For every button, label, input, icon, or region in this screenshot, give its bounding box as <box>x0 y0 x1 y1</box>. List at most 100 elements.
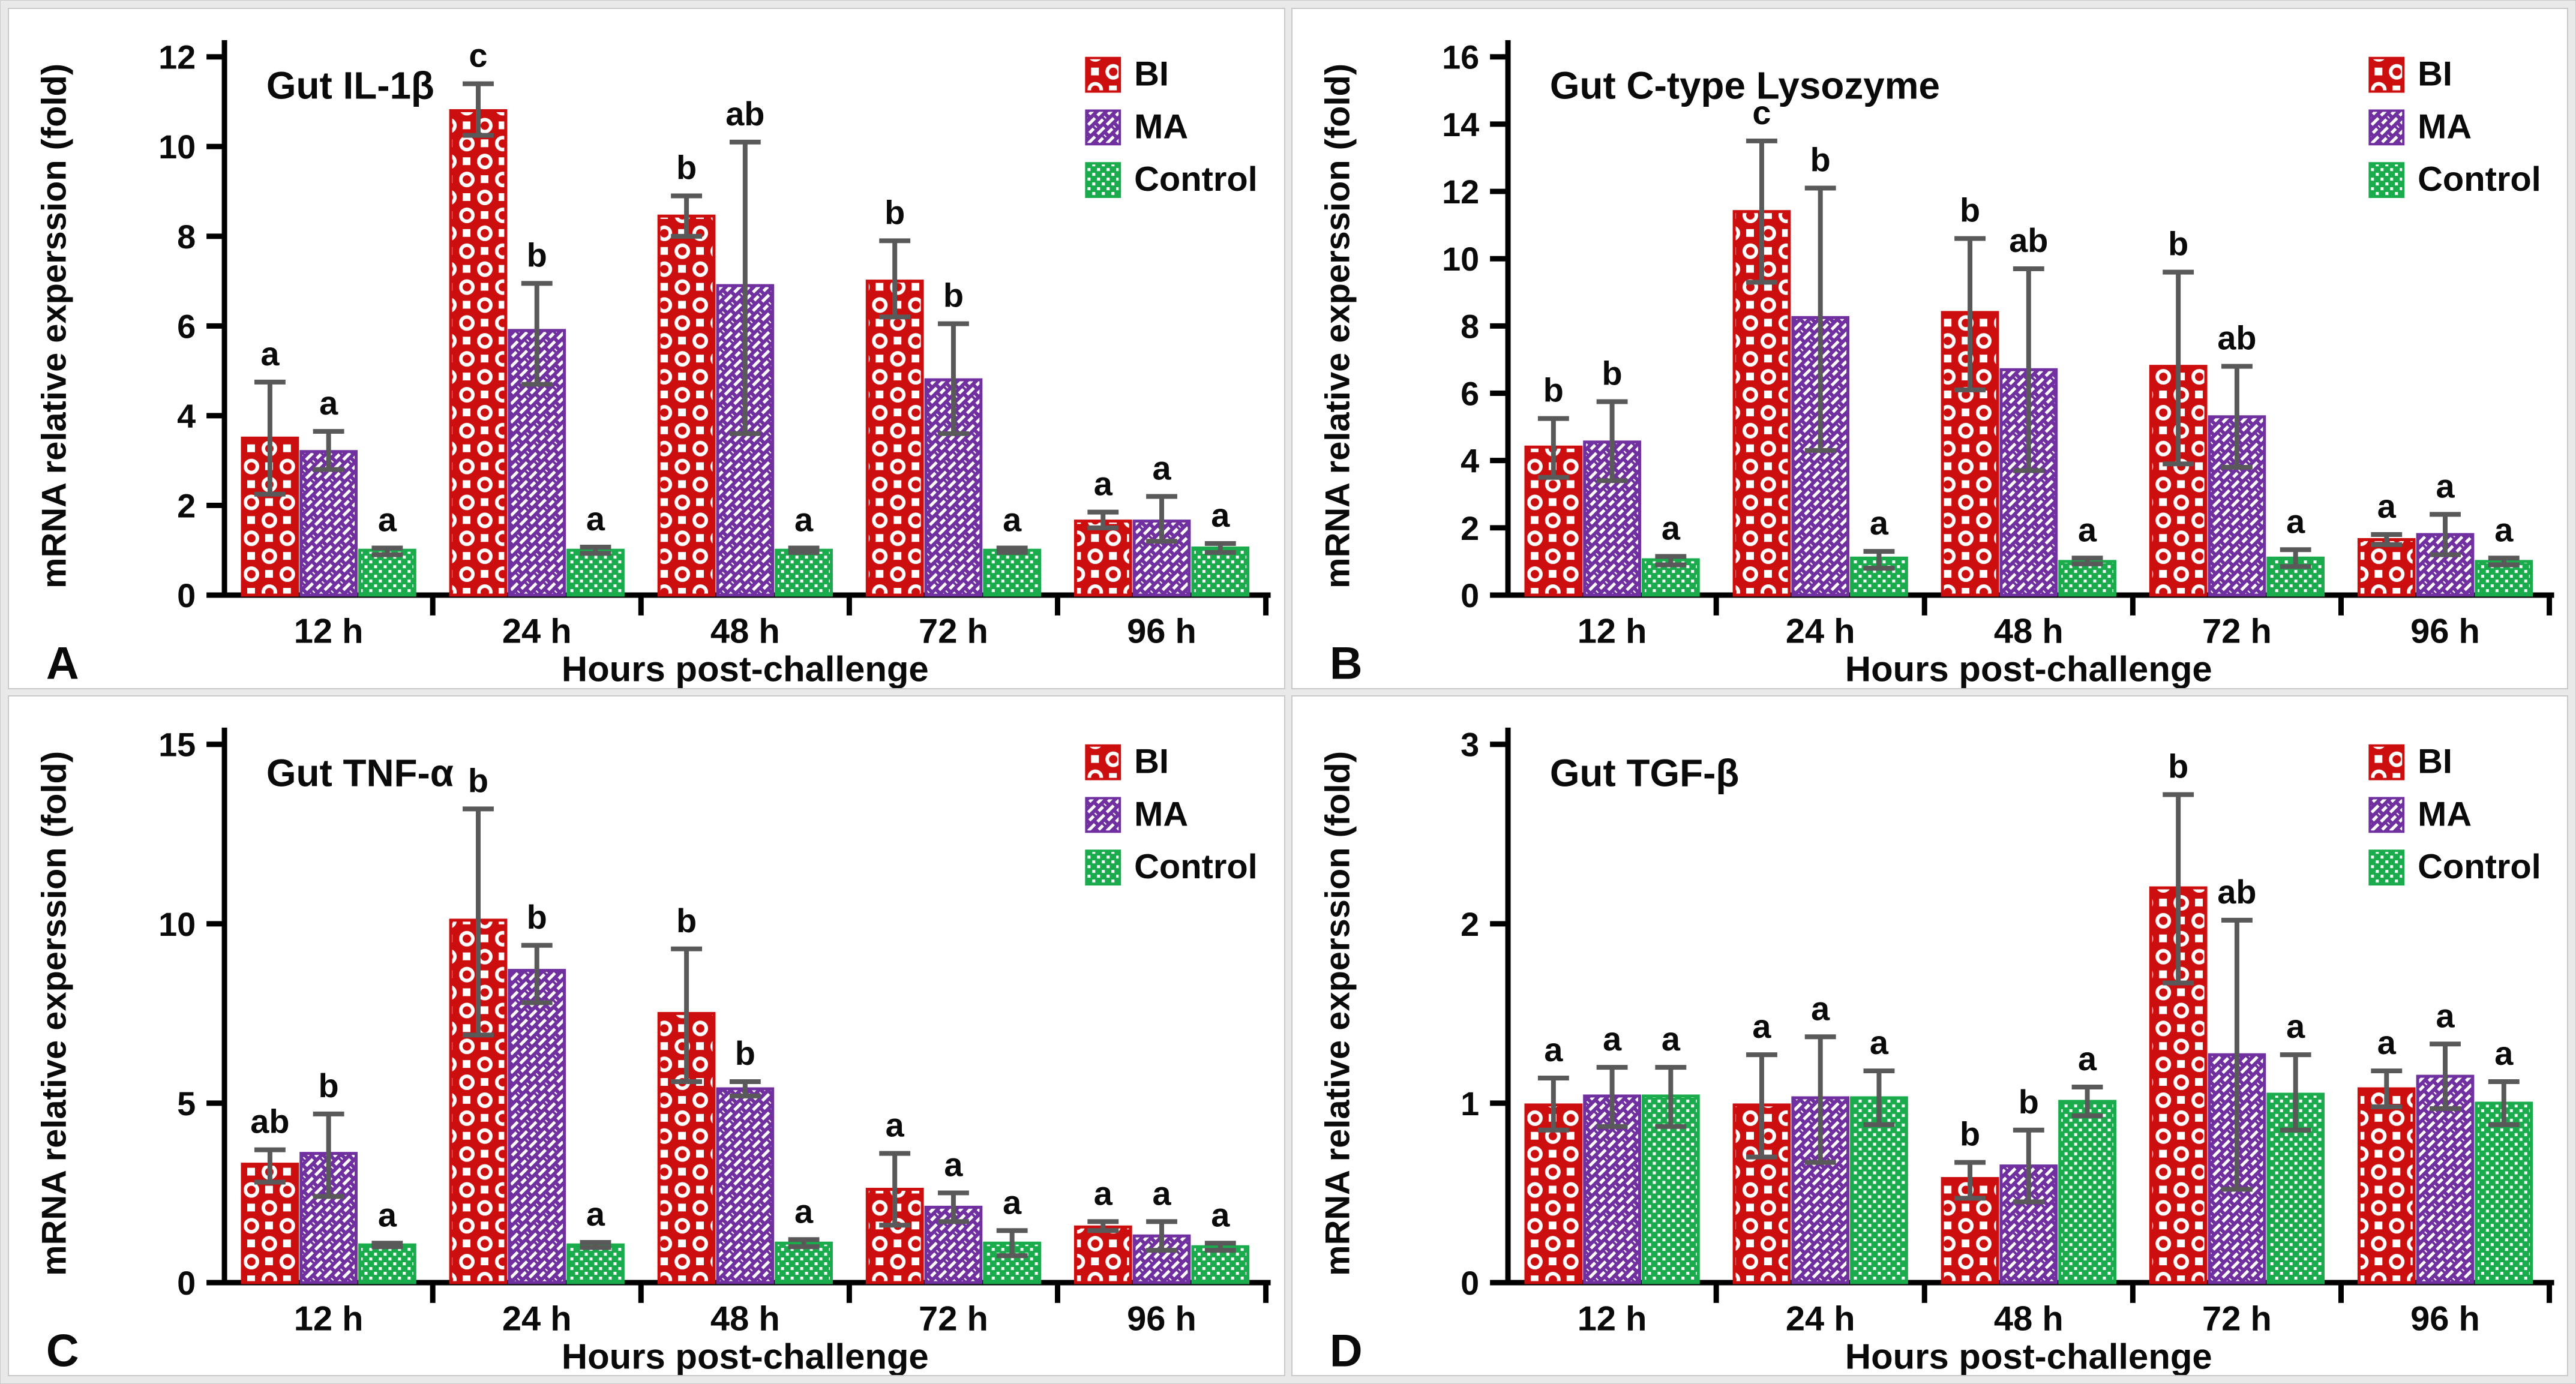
error-bar <box>2280 1052 2311 1133</box>
chart-panel-b: mRNA relative experssion (fold) 0 2 4 6 8 10 12… <box>1318 38 2554 688</box>
y-axis-label: mRNA relative experssion (fold) <box>1318 750 1357 1275</box>
error-bar <box>937 1190 969 1224</box>
sig-letter: b <box>468 761 488 799</box>
sig-letter: b <box>1810 141 1830 179</box>
error-bar <box>254 379 286 497</box>
sig-letter: ab <box>2217 872 2256 910</box>
panel-letter: A <box>46 638 79 688</box>
legend-swatch-ma-icon <box>1085 109 1121 146</box>
error-bar <box>2488 1079 2520 1127</box>
error-bar <box>2071 1084 2103 1118</box>
y-axis-label: mRNA relative experssion (fold) <box>1318 64 1357 589</box>
error-bar <box>1954 1160 1986 1200</box>
legend-label: Control <box>2418 160 2541 199</box>
error-bar <box>1654 1064 1686 1129</box>
bar-BI-24h <box>1732 1103 1791 1284</box>
x-category-label: 48 h <box>1993 613 2063 651</box>
y-tick-label: 12 <box>158 38 196 76</box>
sig-letter: b <box>676 901 697 939</box>
sig-letter: a <box>586 500 605 538</box>
x-category-label: 48 h <box>710 613 780 651</box>
x-category-label: 12 h <box>1577 1299 1647 1338</box>
bar-MA-48h <box>716 1086 775 1284</box>
sig-letter: a <box>1752 1007 1771 1045</box>
y-tick-label: 10 <box>1442 240 1479 278</box>
panel-c: mRNA relative experssion (fold) 0 5 10 15 12 … <box>8 695 1285 1376</box>
legend-swatch-bi-icon <box>1085 56 1121 93</box>
sig-letter: c <box>469 37 487 74</box>
bar-Control-12h <box>358 548 416 597</box>
bar-MA-24h <box>508 968 566 1284</box>
y-tick-label: 0 <box>1461 1263 1479 1301</box>
x-category-label: 96 h <box>2410 1299 2480 1338</box>
error-bar <box>1863 549 1894 571</box>
legend-swatch-control-icon <box>1085 849 1121 885</box>
x-category-label: 12 h <box>294 613 364 651</box>
y-tick-label: 0 <box>177 577 196 614</box>
bar-Control-12h <box>358 1243 416 1284</box>
sig-letter: b <box>676 149 697 187</box>
x-category-label: 72 h <box>919 1299 988 1338</box>
x-category-label: 24 h <box>1785 1299 1855 1338</box>
sig-letter: a <box>319 384 338 422</box>
sig-letter: a <box>2436 467 2455 505</box>
chart-title: Gut IL-1β <box>266 64 434 107</box>
error-bar <box>1863 1068 1894 1127</box>
legend: BI MA Control <box>2368 742 2541 886</box>
sig-letter: b <box>319 1066 339 1104</box>
panel-letter: B <box>1329 638 1362 688</box>
bar-Control-24h <box>566 1243 625 1284</box>
panel-letter: C <box>46 1325 79 1375</box>
error-bar <box>2370 532 2402 547</box>
x-axis-label: Hours post-challenge <box>1845 649 2212 688</box>
error-bar <box>671 193 703 239</box>
error-bar <box>521 942 553 1005</box>
x-category-label: 72 h <box>2202 1299 2272 1338</box>
y-axis-label: mRNA relative experssion (fold) <box>35 64 74 589</box>
sig-letter: a <box>2494 511 2514 548</box>
sig-letter: a <box>1003 501 1022 539</box>
sig-letter: a <box>1094 1174 1113 1212</box>
error-bar <box>1954 236 1986 392</box>
x-category-label: 96 h <box>2410 613 2480 651</box>
legend-swatch-control-icon <box>2368 162 2404 199</box>
sig-letter: a <box>1211 1196 1230 1233</box>
legend-swatch-ma-icon <box>1085 796 1121 833</box>
legend-label: BI <box>1134 742 1169 780</box>
error-bar <box>1087 509 1119 530</box>
error-bar <box>1087 1218 1119 1233</box>
sig-letter: a <box>2286 502 2305 540</box>
bar-BI-12h <box>241 436 299 597</box>
error-bar <box>2013 266 2044 473</box>
bar-Control-72h <box>983 548 1042 597</box>
sig-letter: b <box>2018 1082 2038 1120</box>
sig-letter: a <box>1211 496 1230 534</box>
error-bar <box>2370 1068 2402 1109</box>
y-tick-label: 6 <box>177 307 196 345</box>
error-bar <box>580 544 611 556</box>
error-bar <box>879 1151 911 1227</box>
error-bar <box>729 1079 761 1098</box>
chart-title: Gut TNF-α <box>266 751 454 794</box>
error-bar <box>313 1111 344 1199</box>
error-bar <box>2429 512 2461 557</box>
y-tick-label: 6 <box>1461 374 1479 412</box>
x-category-label: 72 h <box>2202 613 2272 651</box>
sig-letter: b <box>884 193 905 231</box>
bar-Control-48h <box>775 1241 833 1284</box>
legend-swatch-control-icon <box>1085 162 1121 199</box>
legend-swatch-bi-icon <box>2368 56 2404 93</box>
legend-label: BI <box>2418 742 2452 780</box>
y-tick-label: 2 <box>1461 509 1479 547</box>
legend: BI MA Control <box>2368 55 2541 199</box>
sig-letter: b <box>2168 225 2188 263</box>
sig-letter: a <box>1152 1174 1171 1212</box>
sig-letter: b <box>527 236 547 274</box>
chart-title: Gut TGF-β <box>1549 751 1738 794</box>
y-tick-label: 8 <box>1461 307 1479 345</box>
error-bar <box>1204 1240 1236 1253</box>
error-bar <box>1746 138 1777 285</box>
y-tick-label: 16 <box>1442 38 1479 76</box>
legend-swatch-ma-icon <box>2368 109 2404 146</box>
